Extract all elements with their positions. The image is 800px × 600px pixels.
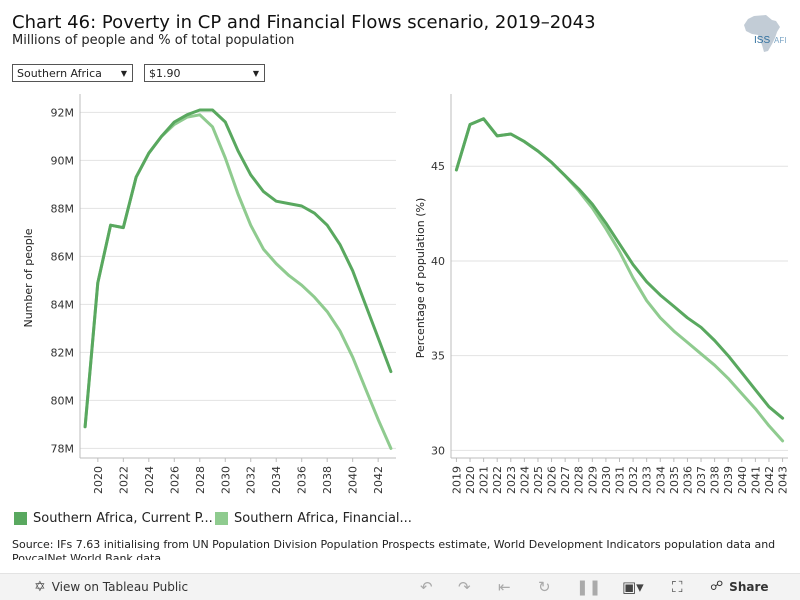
x-tick-label: 2040 [736,466,749,494]
download-icon[interactable]: ▣▾ [622,578,644,596]
region-filter-value: Southern Africa [17,67,102,80]
fullscreen-icon[interactable]: ⛶ [672,578,683,596]
y-tick-label: 35 [431,350,445,363]
poverty-line-filter-dropdown[interactable]: $1.90 ▼ [144,64,265,82]
chart-number-of-people: 78M 80M 82M 84M 86M 88M 90M 92M 2020 2022 2024 2026… [22,94,396,494]
chart-subtitle: Millions of people and % of total popula… [12,33,295,48]
y-tick-label: 84M [51,298,75,311]
share-button[interactable]: ☍ Share [710,579,769,594]
y-tick-label: 30 [431,444,445,457]
x-tick-label: 2020 [464,466,477,494]
refresh-icon[interactable]: ↻ [538,578,551,596]
dropdown-arrow-icon: ▼ [120,69,127,78]
x-tick-label: 2042 [372,466,385,494]
tableau-logo-icon: ✡ [34,579,46,595]
legend-swatch-financial-flows [215,511,228,525]
x-tick-label: 2022 [491,466,504,494]
redo-icon[interactable]: ↷ [458,578,471,596]
x-tick-label: 2032 [627,466,640,494]
x-tick-label: 2038 [321,466,334,494]
source-note: Source: IFs 7.63 initialising from UN Po… [12,538,776,560]
x-tick-label: 2039 [722,466,735,494]
series-line-current-path [454,117,785,420]
view-on-tableau-label: View on Tableau Public [51,580,189,594]
y-tick-label: 78M [51,442,75,455]
y-tick-label: 40 [431,255,445,268]
x-tick-label: 2022 [117,466,130,494]
dropdown-arrow-icon: ▼ [252,69,259,78]
x-tick-label: 2032 [245,466,258,494]
y-tick-label: 92M [51,106,75,119]
x-tick-label: 2024 [518,466,531,494]
x-tick-label: 2029 [586,466,599,494]
x-tick-label: 2028 [573,466,586,494]
x-tick-label: 2023 [505,466,518,494]
y-tick-label: 86M [51,250,75,263]
logo-text-afi: AFI [774,36,786,45]
series-line-financial-flows [83,113,393,450]
x-tick-label: 2036 [681,466,694,494]
pause-icon[interactable]: ❚❚ [576,578,602,596]
x-tick-label: 2034 [270,466,283,494]
x-tick-label: 2033 [641,466,654,494]
x-tick-label: 2021 [478,466,491,494]
x-tick-label: 2026 [168,466,181,494]
x-tick-label: 2034 [654,466,667,494]
y-tick-label: 45 [431,160,445,173]
x-tick-label: 2026 [546,466,559,494]
share-label: Share [729,579,769,594]
chart-percentage-of-population: 30 35 40 45 2019 2020 2021 2022 2023 2024 2025 2026… [414,94,790,494]
legend-item-financial-flows[interactable]: Southern Africa, Financial... [215,509,412,527]
x-tick-label: 2024 [143,466,156,494]
x-tick-label: 2041 [749,466,762,494]
poverty-line-filter-value: $1.90 [149,67,181,80]
x-tick-label: 2035 [668,466,681,494]
x-tick-label: 2020 [92,466,105,494]
revert-icon[interactable]: ⇤ [498,578,511,596]
series-line-current-path [83,108,393,429]
x-tick-label: 2025 [532,466,545,494]
x-tick-label: 2036 [296,466,309,494]
logo-text-iss: ISS [754,35,770,46]
series-line-financial-flows [454,117,785,443]
africa-map-icon [744,15,780,52]
y-axis-title: Percentage of population (%) [414,198,427,359]
legend-swatch-current-path [14,511,27,525]
x-tick-label: 2037 [695,466,708,494]
x-tick-label: 2028 [194,466,207,494]
y-tick-label: 88M [51,202,75,215]
legend-item-current-path[interactable]: Southern Africa, Current P... [14,509,213,527]
x-tick-label: 2038 [709,466,722,494]
view-on-tableau-link[interactable]: ✡ View on Tableau Public [34,579,188,595]
x-tick-label: 2043 [777,466,790,494]
chart-title: Chart 46: Poverty in CP and Financial Fl… [12,12,596,33]
iss-africa-logo: ISS AFI [740,14,792,54]
x-tick-label: 2030 [600,466,613,494]
region-filter-dropdown[interactable]: Southern Africa ▼ [12,64,133,82]
y-tick-label: 80M [51,394,75,407]
share-icon: ☍ [710,579,724,594]
y-axis-title: Number of people [22,228,35,327]
x-tick-label: 2042 [763,466,776,494]
x-tick-label: 2019 [450,466,463,494]
undo-icon[interactable]: ↶ [420,578,433,596]
legend-label-financial-flows: Southern Africa, Financial... [234,510,412,526]
y-tick-label: 90M [51,154,75,167]
x-tick-label: 2030 [219,466,232,494]
tableau-toolbar: ✡ View on Tableau Public ↶ ↷ ⇤ ↻ ❚❚ ▣▾ ⛶… [0,573,800,600]
x-tick-label: 2031 [614,466,627,494]
x-tick-label: 2040 [347,466,360,494]
x-tick-label: 2027 [559,466,572,494]
y-tick-label: 82M [51,346,75,359]
legend-label-current-path: Southern Africa, Current P... [33,510,213,526]
